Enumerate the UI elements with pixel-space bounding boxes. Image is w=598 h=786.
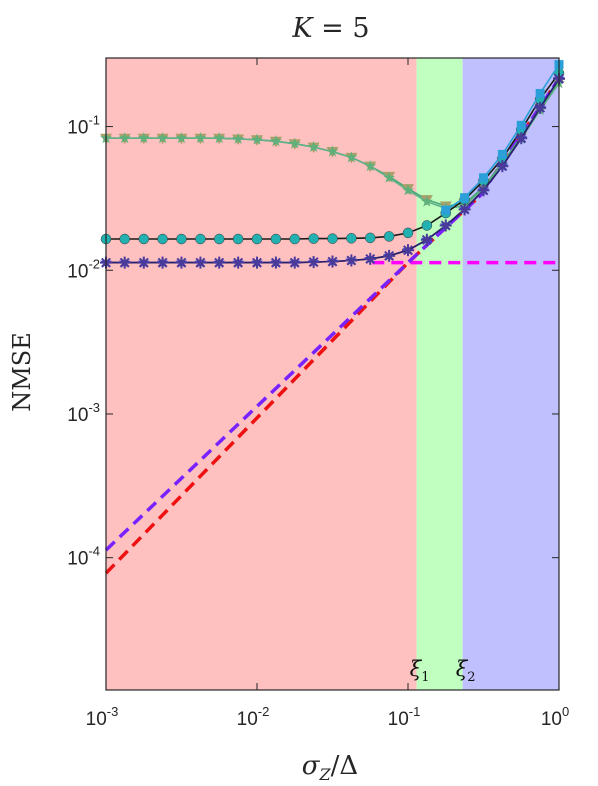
data-point [478, 184, 490, 196]
data-point [233, 234, 243, 244]
tick-exponent: 0 [562, 704, 569, 719]
data-point [422, 220, 432, 230]
data-point [232, 257, 244, 269]
tick-base: 10 [541, 709, 562, 730]
data-point [421, 234, 433, 246]
data-point [308, 256, 320, 268]
data-point [120, 234, 130, 244]
data-point [119, 257, 131, 269]
tick-exponent: -2 [88, 256, 100, 271]
data-point [327, 234, 337, 244]
data-point [384, 231, 394, 241]
x-label-subscript: Z [319, 765, 332, 784]
x-axis-label: σZ/Δ [302, 751, 358, 784]
tick-base: 10 [388, 709, 409, 730]
data-point [496, 160, 508, 172]
x-tick-label: 10-1 [388, 704, 421, 730]
threshold-subscript: 1 [421, 670, 429, 685]
x-tick-label: 10-3 [86, 704, 119, 730]
data-point [309, 234, 319, 244]
chart-title: K = 5 [291, 13, 369, 44]
data-point [345, 254, 357, 266]
data-point [440, 219, 452, 231]
tick-exponent: -4 [88, 544, 100, 559]
data-point [326, 256, 338, 268]
data-point [270, 257, 282, 269]
title-variable: K [291, 13, 314, 44]
tick-exponent: -2 [258, 704, 270, 719]
data-point [383, 250, 395, 262]
data-point [139, 234, 149, 244]
data-point [534, 102, 546, 114]
x-label-rest: /Δ [331, 751, 359, 781]
x-tick-label: 10-2 [237, 704, 270, 730]
data-point [213, 257, 225, 269]
data-point [402, 244, 414, 256]
data-point [176, 234, 186, 244]
tick-base: 10 [67, 118, 88, 139]
data-point [346, 233, 356, 243]
data-point [441, 206, 450, 215]
region-1 [106, 58, 417, 690]
data-point [403, 228, 413, 238]
tick-base: 10 [67, 261, 88, 282]
data-point [498, 150, 507, 159]
region-2 [417, 58, 463, 690]
data-point [459, 203, 471, 215]
data-point [251, 257, 263, 269]
data-point [479, 173, 488, 182]
data-point [271, 234, 281, 244]
data-point [158, 234, 168, 244]
data-point [138, 257, 150, 269]
title-value: = 5 [313, 13, 370, 44]
tick-base: 10 [237, 709, 258, 730]
tick-base: 10 [67, 549, 88, 570]
x-label-sigma: σ [302, 751, 321, 781]
data-point [364, 253, 376, 265]
tick-exponent: -3 [88, 400, 100, 415]
y-tick-label: 10-2 [67, 256, 100, 282]
data-point [195, 234, 205, 244]
tick-base: 10 [86, 709, 107, 730]
y-tick-label: 10-4 [67, 544, 100, 570]
data-point [460, 193, 469, 202]
threshold-subscript: 2 [467, 670, 475, 685]
tick-base: 10 [67, 405, 88, 426]
data-point [536, 89, 545, 98]
tick-exponent: -1 [409, 704, 421, 719]
data-point [289, 257, 301, 269]
data-point [175, 257, 187, 269]
data-point [515, 132, 527, 144]
data-point [157, 257, 169, 269]
y-tick-label: 10-1 [67, 113, 100, 139]
data-point [214, 234, 224, 244]
data-point [290, 234, 300, 244]
data-point [517, 121, 526, 130]
x-tick-label: 100 [541, 704, 569, 730]
tick-exponent: -1 [88, 113, 100, 128]
data-point [194, 257, 206, 269]
y-axis-label: NMSE [8, 332, 36, 412]
data-point [252, 234, 262, 244]
tick-exponent: -3 [107, 704, 119, 719]
data-point [365, 233, 375, 243]
y-tick-label: 10-3 [67, 400, 100, 426]
